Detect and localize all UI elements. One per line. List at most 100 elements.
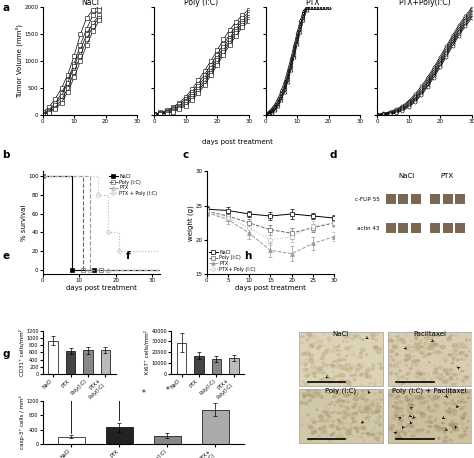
Circle shape (337, 380, 342, 382)
Circle shape (398, 378, 401, 379)
Circle shape (324, 352, 327, 354)
Text: c-FLIP 55: c-FLIP 55 (355, 196, 379, 202)
Circle shape (317, 391, 321, 393)
Circle shape (433, 425, 437, 428)
Circle shape (379, 382, 381, 383)
Circle shape (322, 362, 325, 364)
Circle shape (352, 420, 355, 422)
Circle shape (444, 402, 446, 403)
Circle shape (323, 431, 327, 433)
Circle shape (356, 335, 361, 338)
Text: Poly (I:C): Poly (I:C) (325, 388, 356, 394)
Circle shape (341, 368, 344, 370)
Circle shape (437, 429, 441, 432)
Text: c: c (182, 150, 189, 160)
Circle shape (415, 372, 418, 374)
Circle shape (366, 389, 370, 392)
Circle shape (364, 406, 369, 409)
Bar (443, 194, 453, 204)
Circle shape (462, 370, 464, 371)
Circle shape (416, 349, 419, 351)
Circle shape (366, 373, 368, 374)
Circle shape (379, 441, 381, 442)
Circle shape (339, 365, 342, 366)
Circle shape (460, 352, 463, 354)
Circle shape (435, 425, 438, 427)
Circle shape (307, 376, 309, 377)
Circle shape (373, 366, 376, 368)
Circle shape (330, 364, 334, 366)
Circle shape (457, 346, 460, 348)
Circle shape (327, 349, 329, 350)
Circle shape (354, 336, 356, 337)
Circle shape (337, 346, 339, 348)
Circle shape (445, 437, 447, 439)
Circle shape (406, 373, 409, 375)
Circle shape (438, 437, 440, 439)
Circle shape (419, 397, 424, 399)
Circle shape (415, 396, 419, 399)
Circle shape (310, 395, 311, 397)
Circle shape (450, 424, 455, 427)
Circle shape (309, 359, 314, 362)
Circle shape (401, 411, 402, 412)
Circle shape (459, 352, 464, 355)
Circle shape (449, 369, 452, 371)
Circle shape (392, 360, 395, 361)
Circle shape (300, 401, 303, 403)
Circle shape (308, 335, 312, 338)
Circle shape (404, 435, 406, 436)
Circle shape (440, 391, 444, 393)
Circle shape (342, 380, 344, 381)
Circle shape (337, 412, 340, 414)
Circle shape (328, 382, 331, 383)
Circle shape (396, 432, 400, 435)
Circle shape (397, 422, 402, 425)
Circle shape (424, 342, 426, 344)
Circle shape (361, 426, 366, 430)
Circle shape (428, 373, 429, 374)
Circle shape (336, 376, 338, 377)
Circle shape (434, 398, 436, 399)
Circle shape (317, 367, 321, 370)
Circle shape (446, 361, 447, 362)
Circle shape (410, 399, 411, 400)
Text: f: f (126, 251, 130, 261)
Circle shape (398, 415, 399, 416)
Circle shape (449, 422, 455, 425)
Circle shape (326, 420, 328, 422)
Circle shape (410, 413, 413, 414)
Circle shape (393, 365, 399, 368)
Circle shape (391, 417, 396, 420)
Circle shape (457, 354, 460, 355)
Circle shape (439, 379, 442, 380)
Circle shape (402, 382, 405, 384)
Circle shape (377, 420, 380, 421)
Circle shape (313, 372, 317, 375)
Circle shape (353, 398, 358, 401)
Circle shape (430, 422, 432, 423)
Circle shape (405, 354, 410, 357)
Circle shape (438, 438, 440, 439)
Circle shape (331, 412, 333, 414)
Circle shape (344, 368, 347, 370)
Circle shape (346, 341, 347, 342)
Circle shape (361, 384, 363, 385)
Circle shape (375, 439, 379, 441)
Bar (411, 223, 421, 233)
Y-axis label: Ki67⁺ cells/mm²: Ki67⁺ cells/mm² (145, 330, 150, 374)
Circle shape (461, 415, 465, 418)
Circle shape (456, 359, 459, 361)
Circle shape (454, 349, 458, 352)
Circle shape (372, 336, 373, 337)
Circle shape (333, 391, 338, 393)
Circle shape (395, 431, 398, 433)
Circle shape (323, 370, 324, 371)
Circle shape (310, 419, 315, 422)
Circle shape (318, 435, 321, 437)
Title: NaCl: NaCl (81, 0, 99, 7)
Circle shape (336, 400, 340, 403)
Circle shape (367, 376, 372, 379)
Circle shape (302, 353, 306, 355)
Circle shape (406, 349, 409, 351)
